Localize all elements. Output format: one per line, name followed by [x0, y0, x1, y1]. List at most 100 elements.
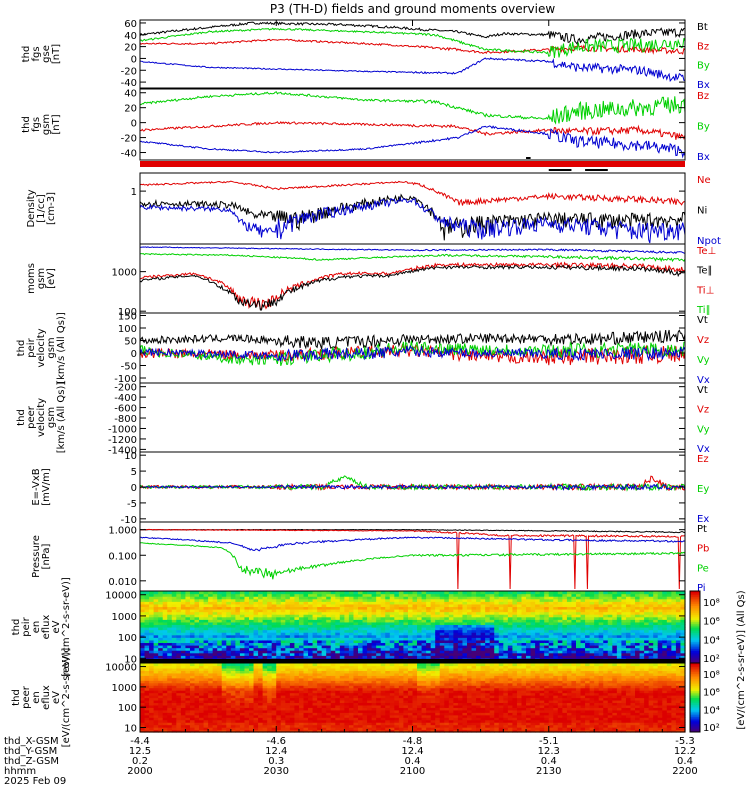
spectrogram-cell: [285, 670, 291, 674]
spectrogram-cell: [321, 675, 327, 679]
spectrogram-cell: [339, 692, 345, 696]
spectrogram-cell: [680, 603, 686, 608]
spectrogram-cell: [203, 707, 209, 711]
spectrogram-cell: [312, 663, 318, 667]
spectrogram-cell: [330, 611, 336, 615]
spectrogram-cell: [221, 637, 227, 641]
spectrogram-cell: [666, 645, 672, 649]
spectrogram-cell: [648, 652, 654, 656]
spectrogram-cell: [507, 642, 514, 646]
spectrogram-cell: [580, 601, 586, 605]
spectrogram-cell: [230, 699, 236, 704]
spectrogram-cell: [312, 692, 318, 696]
y-axis-label: [eV/(cm^2-s-sr-eV)]: [61, 577, 72, 677]
spectrogram-cell: [353, 702, 359, 706]
spectrogram-cell: [348, 639, 355, 644]
spectrogram-cell: [180, 677, 187, 681]
spectrogram-cell: [630, 593, 636, 597]
spectrogram-cell: [276, 729, 282, 733]
spectrogram-cell: [362, 650, 368, 654]
spectrogram-cell: [330, 675, 336, 679]
spectrogram-cell: [653, 629, 659, 633]
spectrogram-cell: [194, 598, 200, 602]
spectrogram-cell: [317, 714, 323, 718]
spectrogram-cell: [149, 645, 155, 649]
spectrogram-cell: [235, 650, 241, 654]
spectrogram-cell: [562, 616, 568, 620]
spectrogram-cell: [149, 724, 155, 728]
spectrogram-cell: [221, 717, 227, 721]
spectrogram-cell: [339, 672, 345, 676]
spectrogram-cell: [249, 692, 255, 696]
spectrogram-cell: [312, 596, 318, 600]
spectrogram-cell: [612, 601, 618, 605]
ytick-label: 20: [124, 43, 137, 54]
spectrogram-cell: [140, 624, 146, 628]
spectrogram-cell: [444, 637, 450, 641]
spectrogram-cell: [244, 729, 250, 733]
spectrogram-cell: [194, 621, 200, 626]
legend-entry: Vy: [697, 424, 710, 435]
spectrogram-cell: [262, 687, 268, 691]
spectrogram-cell: [212, 642, 218, 646]
spectrogram-cell: [548, 652, 554, 656]
spectrogram-cell: [671, 603, 677, 608]
spectrogram-cell: [217, 697, 223, 701]
spectrogram-cell: [253, 675, 259, 679]
spectrogram-cell: [162, 667, 168, 671]
spectrogram-cell: [253, 619, 259, 623]
spectrogram-cell: [171, 699, 177, 704]
spectrogram-cell: [598, 655, 604, 659]
spectrogram-cell: [180, 637, 187, 641]
spectrogram-cell: [140, 632, 146, 636]
spectrogram-cell: [317, 680, 323, 684]
spectrogram-cell: [249, 704, 255, 708]
spectrogram-cell: [621, 652, 627, 656]
spectrogram-cell: [589, 624, 595, 628]
spectrogram-cell: [244, 692, 250, 696]
spectrogram-cell: [544, 606, 550, 610]
spectrogram-cell: [535, 591, 541, 595]
spectrogram-cell: [189, 598, 196, 602]
spectrogram-cell: [485, 639, 491, 644]
spectrogram-cell: [267, 619, 273, 623]
spectrogram-cell: [589, 637, 595, 641]
spectrogram-cell: [471, 609, 477, 613]
spectrogram-cell: [203, 719, 209, 723]
spectrogram-cell: [348, 614, 355, 618]
spectrogram-cell: [312, 637, 318, 641]
spectrogram-cell: [312, 624, 318, 628]
spectrogram-cell: [403, 621, 409, 626]
spectrogram-cell: [344, 647, 350, 651]
spectrogram-cell: [335, 609, 341, 613]
spectrogram-cell: [221, 598, 227, 602]
spectrogram-cell: [249, 724, 255, 728]
spectrogram-cell: [253, 616, 259, 620]
spectrogram-cell: [680, 596, 686, 600]
spectrogram-cell: [244, 652, 250, 656]
spectrogram-cell: [167, 634, 173, 638]
spectrogram-cell: [239, 598, 246, 602]
spectrogram-cell: [239, 699, 246, 704]
spectrogram-cell: [521, 598, 527, 602]
spectrogram-cell: [162, 647, 168, 651]
spectrogram-cell: [289, 614, 296, 618]
spectrogram-cell: [189, 655, 196, 659]
spectrogram-cell: [303, 603, 309, 608]
spectrogram-cell: [625, 596, 632, 600]
spectrogram-cell: [217, 692, 223, 696]
spectrogram-cell: [140, 621, 146, 626]
spectrogram-cell: [557, 650, 563, 654]
spectrogram-cell: [167, 692, 173, 696]
spectrogram-cell: [571, 611, 577, 615]
spectrogram-cell: [258, 719, 264, 723]
spectrogram-cell: [335, 704, 341, 708]
spectrogram-cell: [171, 663, 177, 667]
spectrogram-cell: [625, 639, 632, 644]
spectrogram-cell: [226, 650, 232, 654]
spectrogram-cell: [394, 632, 400, 636]
spectrogram-cell: [389, 611, 395, 615]
spectrogram-cell: [271, 722, 277, 726]
spectrogram-cell: [249, 690, 255, 694]
spectrogram-cell: [616, 637, 623, 641]
